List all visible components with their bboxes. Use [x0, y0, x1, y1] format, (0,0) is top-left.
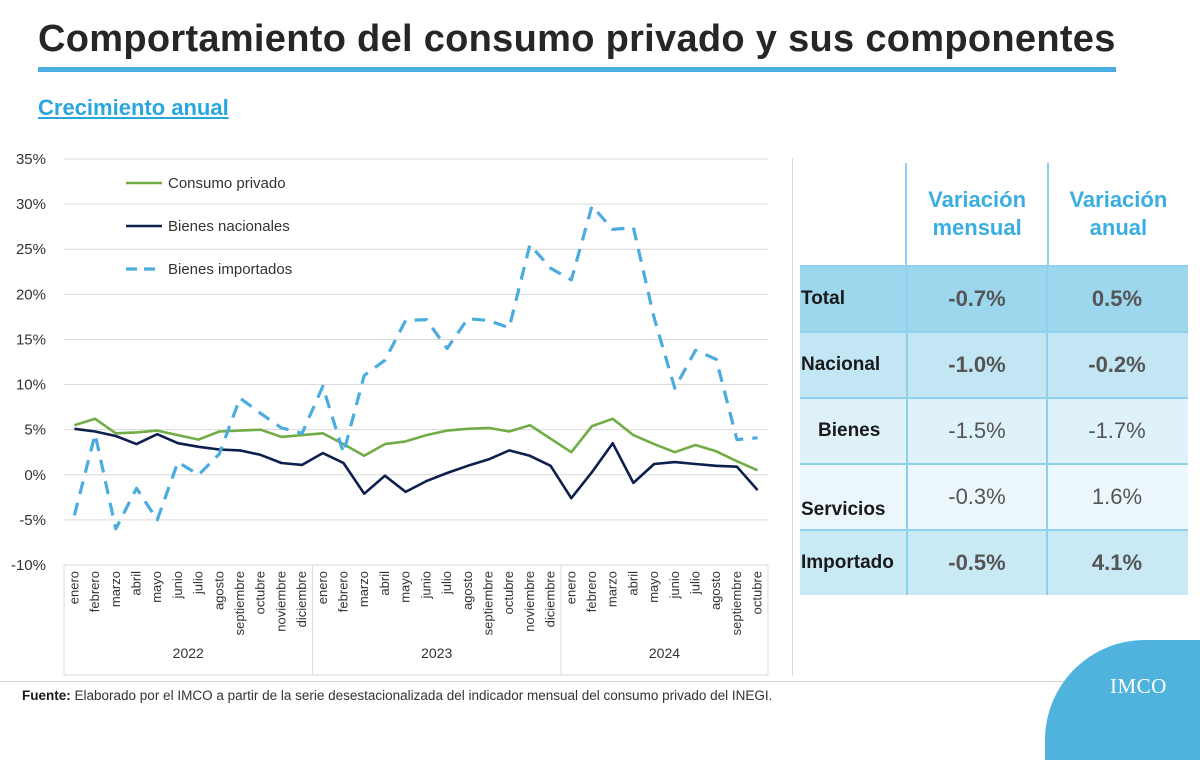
- legend-label: Bienes importados: [168, 261, 292, 278]
- variation-table: Variación mensual Variación anual Total …: [800, 163, 1188, 595]
- row-label: Nacional: [801, 354, 881, 375]
- year-label: 2024: [649, 645, 680, 661]
- chart-series: [72, 204, 759, 531]
- source-note: Fuente: Elaborado por el IMCO a partir d…: [22, 688, 772, 703]
- row-label: Bienes: [818, 420, 881, 441]
- header-variacion-anual: Variación anual: [1046, 163, 1188, 265]
- x-tick-label: enero: [315, 571, 330, 604]
- cell-anual: -0.2%: [1046, 333, 1186, 397]
- x-tick-label: mayo: [398, 571, 413, 603]
- x-tick-label: abril: [625, 571, 640, 596]
- y-axis: -10% -5% 0% 5% 10% 15% 20% 25% 30% 35%: [11, 151, 46, 574]
- x-tick-label: abril: [128, 571, 143, 596]
- x-tick-label: marzo: [605, 571, 620, 607]
- row-label: Total: [801, 288, 845, 309]
- cell-mensual: -0.3%: [906, 465, 1046, 529]
- x-tick-label: marzo: [108, 571, 123, 607]
- series-line: [74, 417, 759, 472]
- row-label: Importado: [801, 552, 894, 573]
- year-label: 2022: [173, 645, 204, 661]
- table-corner: [800, 163, 905, 265]
- x-tick-label: mayo: [646, 571, 661, 603]
- x-tick-label: julio: [688, 571, 703, 595]
- cell-anual: 0.5%: [1046, 267, 1186, 331]
- x-tick-label: enero: [563, 571, 578, 604]
- year-label: 2023: [421, 645, 452, 661]
- x-tick-label: abril: [377, 571, 392, 596]
- series-line: [74, 427, 759, 500]
- y-tick-label: 30%: [16, 196, 46, 213]
- footer-divider: [0, 681, 1200, 682]
- line-chart: -10% -5% 0% 5% 10% 15% 20% 25% 30% 35% enero febre…: [11, 151, 769, 676]
- y-tick-label: 0%: [24, 467, 46, 484]
- y-tick-label: 5%: [24, 422, 46, 439]
- title-underline: [38, 67, 1116, 72]
- x-tick-label: junio: [418, 571, 433, 599]
- x-tick-label: agosto: [460, 571, 475, 610]
- row-label: Servicios: [801, 499, 886, 520]
- series-line: [72, 204, 758, 531]
- x-tick-label: julio: [191, 571, 206, 595]
- x-tick-label: septiembre: [480, 571, 495, 635]
- chart-subtitle: Crecimiento anual: [38, 95, 229, 120]
- page-title: Comportamiento del consumo privado y sus…: [38, 18, 1116, 60]
- x-tick-label: marzo: [356, 571, 371, 607]
- y-tick-label: 35%: [16, 151, 46, 168]
- table-row-nacional: Nacional -1.0% -0.2%: [800, 331, 1188, 397]
- table-header: Variación mensual Variación anual: [800, 163, 1188, 265]
- x-tick-label: junio: [170, 571, 185, 599]
- x-tick-label: diciembre: [543, 571, 558, 627]
- x-tick-label: septiembre: [729, 571, 744, 635]
- y-tick-label: 20%: [16, 286, 46, 303]
- x-tick-label: octubre: [501, 571, 516, 614]
- y-tick-label: 25%: [16, 241, 46, 258]
- chart-legend: Consumo privado Bienes nacionales Bienes i…: [126, 175, 292, 278]
- x-tick-label: noviembre: [273, 571, 288, 632]
- y-tick-label: -10%: [11, 557, 46, 574]
- imco-logo: IMCO: [1110, 674, 1167, 698]
- y-tick-label: -5%: [19, 512, 46, 529]
- x-tick-label: noviembre: [522, 571, 537, 632]
- logo-background: [1045, 640, 1200, 760]
- y-tick-label: 15%: [16, 331, 46, 348]
- x-tick-label: agosto: [211, 571, 226, 610]
- x-axis: enero febrero marzo abril mayo junio julio agos…: [63, 564, 769, 676]
- table-row-total: Total -0.7% 0.5%: [800, 265, 1188, 331]
- x-tick-label: enero: [66, 571, 81, 604]
- x-tick-label: octubre: [750, 571, 765, 614]
- legend-label: Consumo privado: [168, 175, 286, 192]
- chart-grid: [64, 158, 768, 566]
- header-variacion-mensual: Variación mensual: [905, 163, 1046, 265]
- x-tick-label: julio: [439, 571, 454, 595]
- table-row-importado: Importado -0.5% 4.1%: [800, 529, 1188, 595]
- cell-anual: 4.1%: [1046, 531, 1186, 595]
- chart-table-divider: [792, 158, 793, 676]
- source-label: Fuente:: [22, 688, 71, 703]
- x-tick-label: octubre: [253, 571, 268, 614]
- y-tick-label: 10%: [16, 377, 46, 394]
- cell-mensual: -0.7%: [906, 267, 1046, 331]
- table-row-bienes: Bienes -1.5% -1.7%: [800, 397, 1188, 463]
- cell-mensual: -1.5%: [906, 399, 1046, 463]
- x-tick-label: febrero: [87, 571, 102, 612]
- cell-anual: -1.7%: [1046, 399, 1186, 463]
- table-row-servicios: Servicios -0.3% 1.6%: [800, 463, 1188, 529]
- x-tick-label: junio: [667, 571, 682, 599]
- cell-anual: 1.6%: [1046, 465, 1186, 529]
- x-tick-label: agosto: [708, 571, 723, 610]
- cell-mensual: -1.0%: [906, 333, 1046, 397]
- x-tick-label: febrero: [584, 571, 599, 612]
- source-text: Elaborado por el IMCO a partir de la ser…: [70, 688, 773, 703]
- cell-mensual: -0.5%: [906, 531, 1046, 595]
- x-tick-label: septiembre: [232, 571, 247, 635]
- legend-label: Bienes nacionales: [168, 218, 290, 235]
- x-tick-label: febrero: [336, 571, 351, 612]
- x-tick-label: diciembre: [294, 571, 309, 627]
- x-tick-label: mayo: [149, 571, 164, 603]
